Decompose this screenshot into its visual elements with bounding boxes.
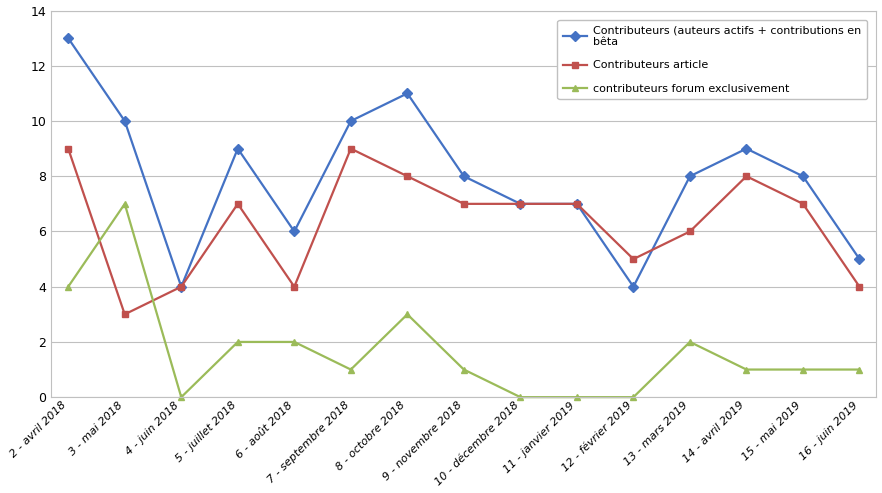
Contributeurs (auteurs actifs + contributions en
bêta (797, 173, 808, 179)
Contributeurs (auteurs actifs + contributions en
bêta (684, 173, 695, 179)
contributeurs forum exclusivement (176, 394, 187, 400)
Legend: Contributeurs (auteurs actifs + contributions en
bêta, Contributeurs article, co: Contributeurs (auteurs actifs + contribu… (557, 20, 867, 100)
Contributeurs (auteurs actifs + contributions en
bêta (63, 35, 73, 41)
Contributeurs article (233, 201, 243, 207)
Contributeurs (auteurs actifs + contributions en
bêta (854, 256, 864, 262)
Contributeurs article (176, 284, 187, 290)
Contributeurs article (797, 201, 808, 207)
Contributeurs (auteurs actifs + contributions en
bêta (176, 284, 187, 290)
contributeurs forum exclusivement (515, 394, 526, 400)
contributeurs forum exclusivement (63, 284, 73, 290)
Line: Contributeurs (auteurs actifs + contributions en
bêta: Contributeurs (auteurs actifs + contribu… (64, 35, 863, 290)
contributeurs forum exclusivement (797, 367, 808, 373)
contributeurs forum exclusivement (233, 339, 243, 345)
Contributeurs article (741, 173, 751, 179)
Contributeurs (auteurs actifs + contributions en
bêta (741, 145, 751, 151)
contributeurs forum exclusivement (628, 394, 639, 400)
Contributeurs article (119, 312, 130, 317)
Line: contributeurs forum exclusivement: contributeurs forum exclusivement (64, 200, 863, 401)
contributeurs forum exclusivement (572, 394, 582, 400)
Line: Contributeurs article: Contributeurs article (64, 145, 863, 318)
contributeurs forum exclusivement (289, 339, 300, 345)
Contributeurs (auteurs actifs + contributions en
bêta (119, 118, 130, 124)
Contributeurs (auteurs actifs + contributions en
bêta (289, 229, 300, 235)
Contributeurs article (63, 145, 73, 151)
Contributeurs article (684, 229, 695, 235)
Contributeurs (auteurs actifs + contributions en
bêta (459, 173, 469, 179)
Contributeurs (auteurs actifs + contributions en
bêta (346, 118, 356, 124)
Contributeurs article (459, 201, 469, 207)
contributeurs forum exclusivement (459, 367, 469, 373)
contributeurs forum exclusivement (402, 312, 413, 317)
Contributeurs article (346, 145, 356, 151)
contributeurs forum exclusivement (346, 367, 356, 373)
contributeurs forum exclusivement (119, 201, 130, 207)
Contributeurs article (515, 201, 526, 207)
contributeurs forum exclusivement (854, 367, 864, 373)
Contributeurs (auteurs actifs + contributions en
bêta (402, 90, 413, 96)
contributeurs forum exclusivement (684, 339, 695, 345)
Contributeurs article (402, 173, 413, 179)
Contributeurs article (628, 256, 639, 262)
Contributeurs (auteurs actifs + contributions en
bêta (572, 201, 582, 207)
contributeurs forum exclusivement (741, 367, 751, 373)
Contributeurs article (854, 284, 864, 290)
Contributeurs (auteurs actifs + contributions en
bêta (628, 284, 639, 290)
Contributeurs article (289, 284, 300, 290)
Contributeurs (auteurs actifs + contributions en
bêta (515, 201, 526, 207)
Contributeurs (auteurs actifs + contributions en
bêta (233, 145, 243, 151)
Contributeurs article (572, 201, 582, 207)
